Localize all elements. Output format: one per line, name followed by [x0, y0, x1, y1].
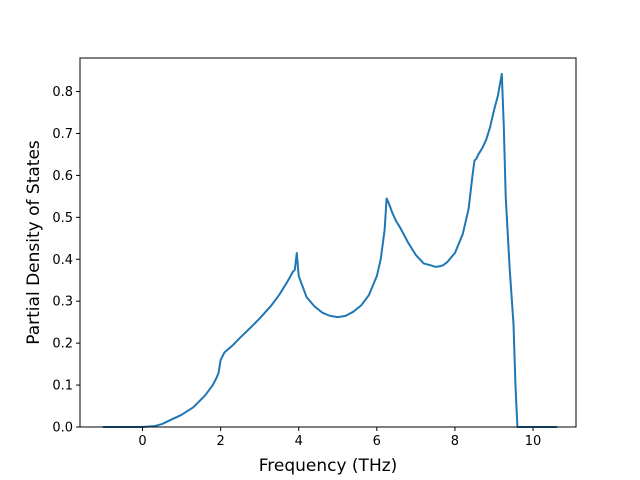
- y-axis-label: Partial Density of States: [24, 140, 44, 345]
- y-tick-label: 0.1: [52, 379, 73, 394]
- y-tick-label: 0.6: [52, 169, 73, 184]
- x-tick-label: 8: [451, 434, 459, 449]
- plot-frame: [79, 57, 577, 428]
- x-tick-label: 2: [216, 434, 224, 449]
- y-tick-label: 0.8: [52, 85, 73, 100]
- ticks-layer: 0 2 4 6 8 10 0.0 0.1 0.2 0.3 0.4 0.5 0.6 0.7 0.8: [52, 85, 541, 449]
- x-axis-label: Frequency (THz): [259, 456, 398, 476]
- y-tick-label: 0.2: [52, 337, 73, 352]
- y-tick-label: 0.7: [52, 127, 73, 142]
- y-tick-label: 0.0: [52, 421, 73, 436]
- x-tick-label: 0: [138, 434, 146, 449]
- y-tick-label: 0.4: [52, 253, 73, 268]
- y-tick-label: 0.3: [52, 295, 73, 310]
- y-tick-label: 0.5: [52, 211, 73, 226]
- x-tick-label: 6: [373, 434, 381, 449]
- x-tick-label: 10: [525, 434, 542, 449]
- series-layer: [102, 72, 558, 428]
- x-tick-label: 4: [295, 434, 303, 449]
- series-line: [102, 72, 558, 428]
